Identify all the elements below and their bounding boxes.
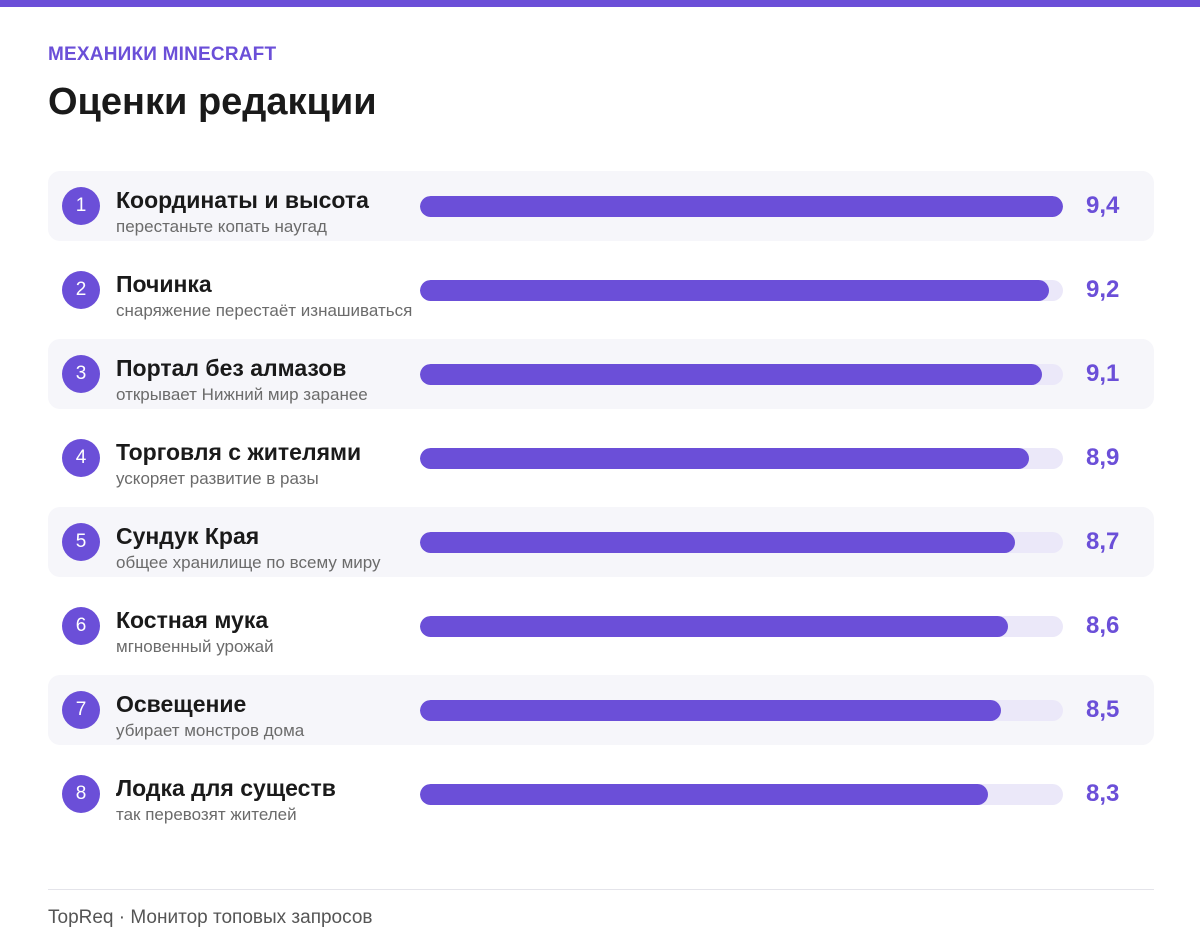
rank-badge: 7 [62,691,100,729]
eyebrow-label: МЕХАНИКИ MINECRAFT [48,44,277,65]
rank-badge: 6 [62,607,100,645]
item-sublabel: убирает монстров дома [116,721,305,740]
rating-row: 3 Портал без алмазов открывает Нижний мир … [48,339,1154,409]
top-accent-stripe [0,0,1200,7]
item-sublabel: снаряжение перестаёт изнашиваться [116,301,413,320]
rank-badge: 4 [62,439,100,477]
item-sublabel: так перевозят жителей [116,805,297,824]
bar-fill [420,784,988,805]
bar-track [420,280,1063,301]
item-sublabel: открывает Нижний мир заранее [116,385,368,404]
item-sublabel: ускоряет развитие в разы [116,469,319,488]
item-sublabel: общее хранилище по всему миру [116,553,381,572]
rank-badge: 3 [62,355,100,393]
bar-fill [420,700,1002,721]
value-label: 9,2 [1086,276,1120,303]
rank-badge: 1 [62,187,100,225]
footer-source: TopReq · Монитор топовых запросов [48,907,373,928]
footer-divider [48,889,1154,890]
value-label: 8,7 [1086,528,1120,555]
ratings-chart: 1 Координаты и высота перестаньте копать н… [48,171,1154,843]
item-label: Координаты и высота [116,187,369,213]
item-sublabel: мгновенный урожай [116,637,274,656]
rank-badge: 8 [62,775,100,813]
item-label: Торговля с жителями [116,439,362,465]
value-label: 8,5 [1086,696,1120,723]
bar-fill [420,196,1063,217]
rank-badge: 2 [62,271,100,309]
rating-row: 1 Координаты и высота перестаньте копать н… [48,171,1154,241]
value-label: 9,4 [1086,192,1120,219]
bar-fill [420,616,1009,637]
item-label: Сундук Края [116,523,260,549]
rating-row: 8 Лодка для существ так перевозят жителей 8… [48,759,1154,829]
bar-track [420,616,1063,637]
value-label: 8,3 [1086,780,1120,807]
bar-track [420,364,1063,385]
value-label: 9,1 [1086,360,1120,387]
item-label: Портал без алмазов [116,355,347,381]
page-title: Оценки редакции [48,81,377,123]
value-label: 8,9 [1086,444,1120,471]
rating-row: 7 Освещение убирает монстров дома 8,5 [48,675,1154,745]
item-label: Освещение [116,691,247,717]
rating-row: 5 Сундук Края общее хранилище по всему мир… [48,507,1154,577]
item-label: Костная мука [116,607,269,633]
bar-fill [420,280,1050,301]
bar-track [420,448,1063,469]
rank-badge: 5 [62,523,100,561]
rating-row: 4 Торговля с жителями ускоряет развитие в … [48,423,1154,493]
bar-fill [420,364,1043,385]
item-sublabel: перестаньте копать наугад [116,217,327,236]
bar-track [420,700,1063,721]
value-label: 8,6 [1086,612,1120,639]
rating-row: 6 Костная мука мгновенный урожай 8,6 [48,591,1154,661]
bar-fill [420,532,1016,553]
bar-track [420,196,1063,217]
rating-row: 2 Починка снаряжение перестаёт изнашиватьс… [48,255,1154,325]
bar-track [420,784,1063,805]
item-label: Починка [116,271,212,297]
item-label: Лодка для существ [116,775,336,801]
bar-fill [420,448,1029,469]
bar-track [420,532,1063,553]
